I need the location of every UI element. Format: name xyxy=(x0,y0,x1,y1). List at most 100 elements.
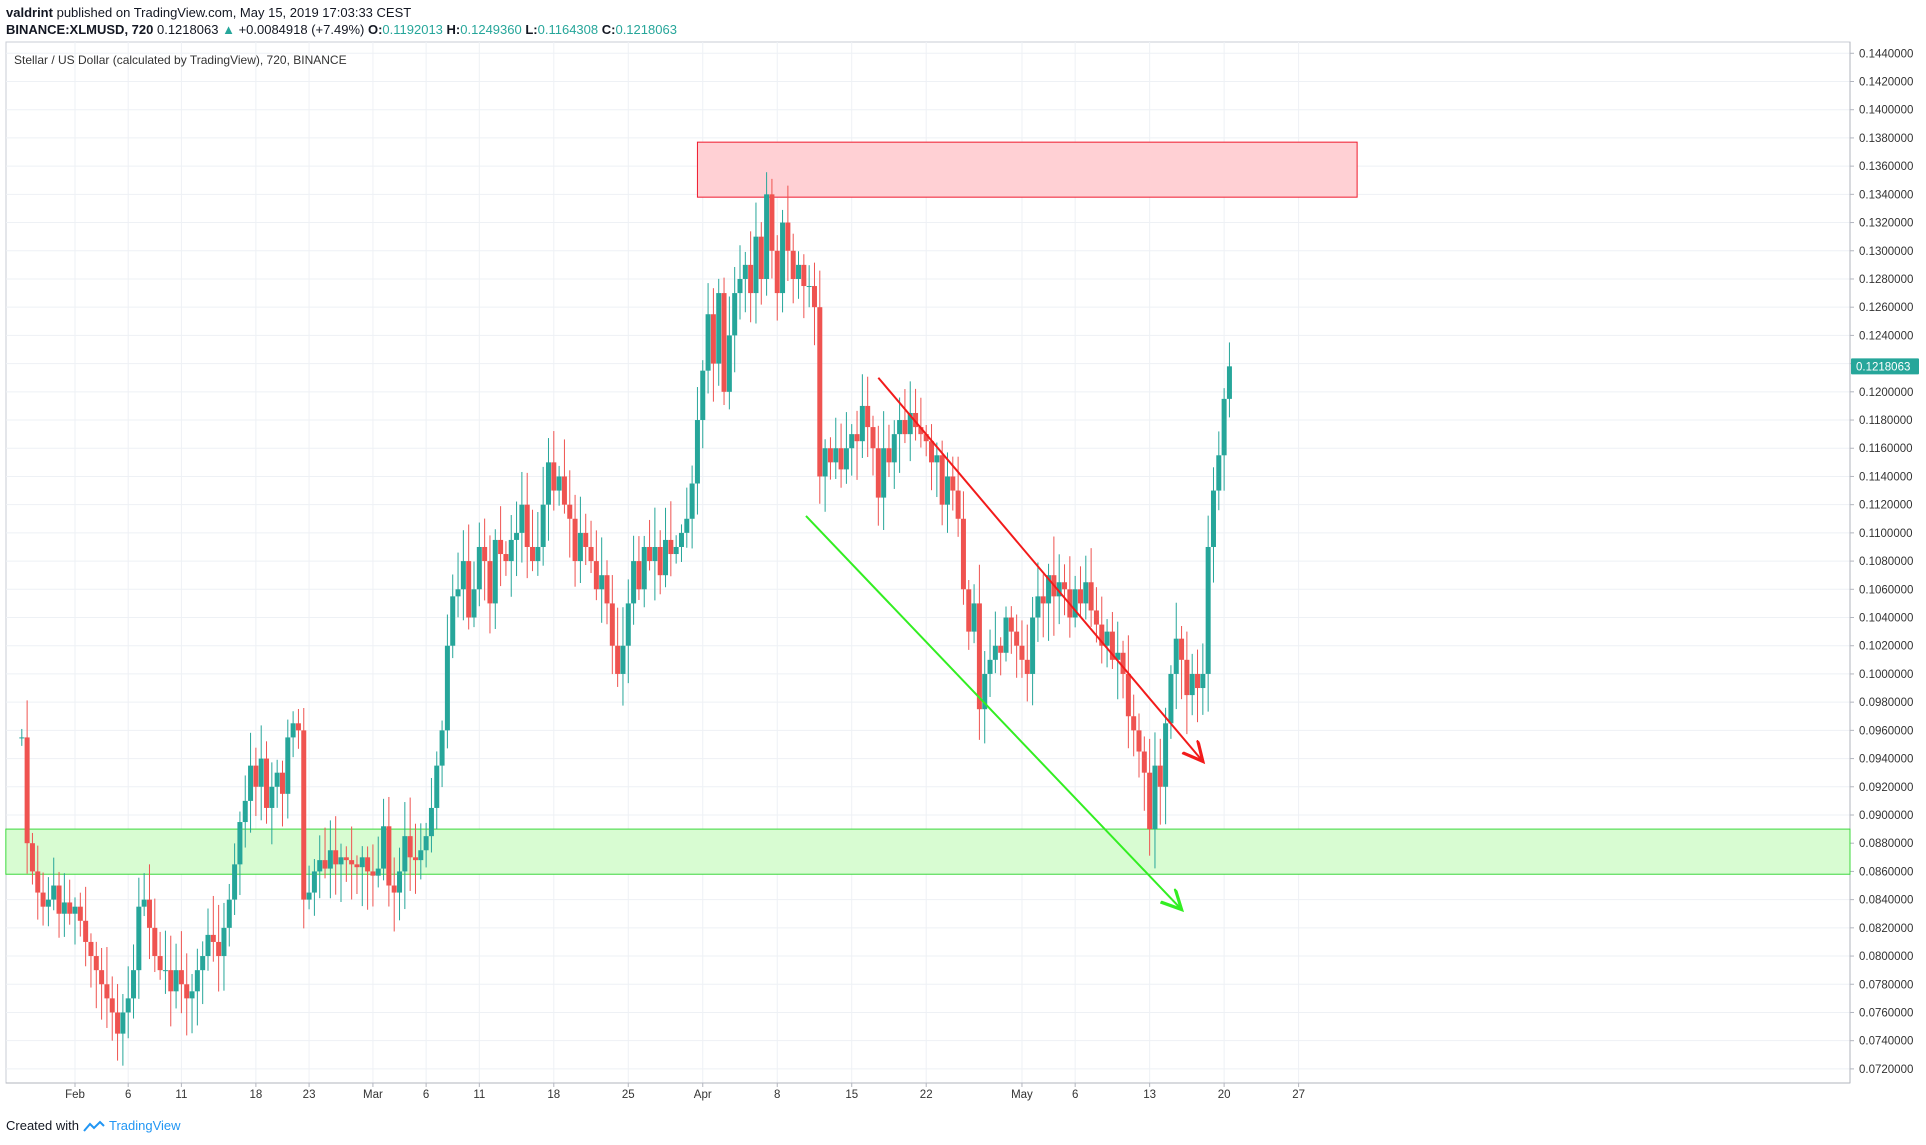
candle-body xyxy=(1109,631,1115,660)
candle-body xyxy=(1014,631,1020,646)
candle-body xyxy=(716,293,722,364)
candle-body xyxy=(418,850,424,861)
y-tick-label: 0.0920000 xyxy=(1859,782,1913,794)
candle-body xyxy=(673,546,679,555)
candle-body xyxy=(40,892,46,907)
candle-body xyxy=(966,589,972,632)
candle-body xyxy=(285,737,291,794)
candle-body xyxy=(780,222,786,294)
candle-body xyxy=(689,483,695,519)
candle-body xyxy=(1168,673,1174,724)
tradingview-link[interactable]: TradingView xyxy=(108,1118,181,1133)
candle-body xyxy=(944,476,950,505)
candle-body xyxy=(258,758,264,787)
x-tick-label: 15 xyxy=(845,1089,858,1101)
author-name[interactable]: valdrint xyxy=(6,5,53,20)
candle-body xyxy=(1136,730,1142,752)
candle-body xyxy=(641,546,647,590)
candle-body xyxy=(178,970,184,985)
y-tick-label: 0.0780000 xyxy=(1859,979,1913,991)
candle-body xyxy=(663,539,669,576)
candle-body xyxy=(498,539,504,555)
x-tick-label: 23 xyxy=(303,1089,316,1101)
candle-body xyxy=(1093,610,1099,625)
high-value: 0.1249360 xyxy=(460,22,522,37)
candle-body xyxy=(237,822,243,865)
candle-body xyxy=(423,836,429,851)
candle-body xyxy=(412,857,418,861)
candle-body xyxy=(514,532,520,540)
candle-body xyxy=(939,455,945,505)
y-tick-label: 0.1020000 xyxy=(1859,641,1913,653)
candle-body xyxy=(726,335,732,392)
candle-body xyxy=(157,956,163,971)
y-tick-label: 0.1300000 xyxy=(1859,246,1913,258)
candle-body xyxy=(503,554,509,562)
x-tick-label: 13 xyxy=(1143,1089,1156,1101)
candle-body xyxy=(1205,546,1211,674)
candle-body xyxy=(1157,765,1163,787)
candle-body xyxy=(290,723,296,738)
candle-body xyxy=(1125,673,1131,717)
candle-body xyxy=(769,194,775,251)
candle-body xyxy=(391,885,397,893)
candle-body xyxy=(205,934,211,957)
candle-body xyxy=(439,730,445,766)
candle-body xyxy=(684,518,690,533)
candle-body xyxy=(381,826,387,869)
candle-body xyxy=(897,420,903,435)
candle-body xyxy=(354,864,360,868)
candle-body xyxy=(375,868,381,876)
candle-body xyxy=(567,504,573,519)
candle-body xyxy=(115,1012,121,1034)
candle-body xyxy=(210,934,216,942)
candle-body xyxy=(109,998,115,1013)
candle-body xyxy=(1099,624,1105,646)
candle-body xyxy=(93,956,99,971)
y-tick-label: 0.1100000 xyxy=(1859,528,1913,540)
candle-body xyxy=(870,427,876,449)
candle-body xyxy=(886,448,892,463)
candle-body xyxy=(976,603,982,710)
candle-body xyxy=(466,561,472,618)
candle-body xyxy=(279,772,285,794)
candle-body xyxy=(540,504,546,547)
candle-body xyxy=(99,970,105,985)
candle-body xyxy=(764,194,770,279)
candle-body xyxy=(918,427,924,435)
candle-body xyxy=(1184,659,1190,696)
candle-body xyxy=(184,984,190,999)
y-tick-label: 0.1160000 xyxy=(1859,443,1913,455)
x-tick-label: Mar xyxy=(363,1089,383,1101)
candle-body xyxy=(141,899,147,907)
y-tick-label: 0.0820000 xyxy=(1859,923,1913,935)
candle-body xyxy=(859,405,865,442)
candle-body xyxy=(891,434,897,463)
candle-body xyxy=(1008,617,1014,632)
candle-body xyxy=(668,539,674,555)
candle-body xyxy=(162,970,168,972)
candle-body xyxy=(471,589,477,618)
candle-body xyxy=(838,448,844,470)
x-tick-label: 11 xyxy=(175,1089,187,1101)
candle-body xyxy=(1120,652,1126,674)
candle-body xyxy=(24,737,30,844)
x-tick-label: 18 xyxy=(249,1089,262,1101)
candle-body xyxy=(56,885,62,914)
candle-body xyxy=(444,645,450,731)
candle-body xyxy=(801,264,807,287)
high-label: H: xyxy=(446,22,461,37)
candle-body xyxy=(1003,617,1009,653)
candle-body xyxy=(700,370,706,421)
x-tick-label: 22 xyxy=(920,1089,933,1101)
candle-body xyxy=(397,871,403,893)
candle-body xyxy=(998,645,1004,653)
candle-body xyxy=(311,871,317,893)
candle-body xyxy=(67,902,73,914)
open-label: O: xyxy=(367,22,383,37)
candle-body xyxy=(19,737,25,739)
tradingview-logo-icon xyxy=(83,1120,105,1132)
y-tick-label: 0.1440000 xyxy=(1859,48,1913,60)
candle-body xyxy=(551,462,557,491)
